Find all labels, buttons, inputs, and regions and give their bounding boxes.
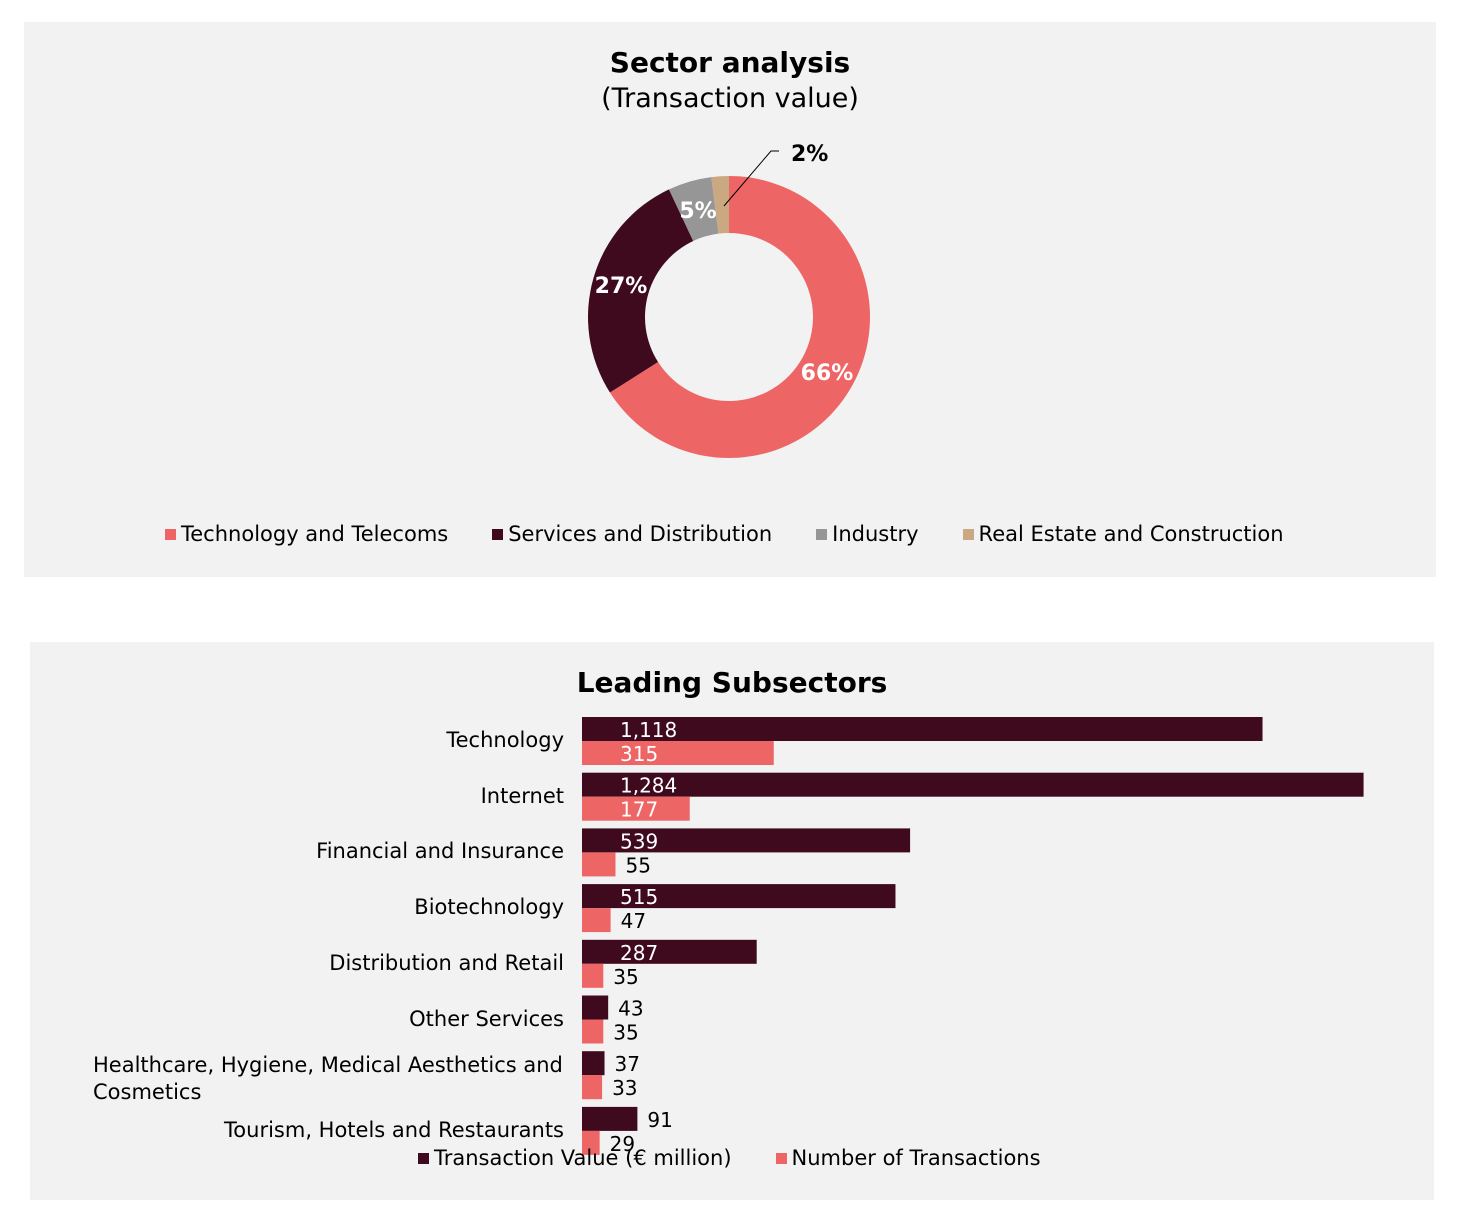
donut-leader-line (723, 150, 779, 207)
donut-slice-technology-and-telecoms (609, 176, 870, 459)
category-label-other-services: Other Services (409, 1006, 564, 1031)
bar-legend-item-transaction-value-million: Transaction Value (€ million) (418, 1146, 732, 1170)
donut-data-label-services-and-distribution: 27% (595, 274, 648, 299)
donut-slice-real-estate-and-construction (711, 176, 729, 234)
bar-transaction-value-biotechnology (582, 884, 896, 909)
category-labels: Technology Internet Financial and Insuranc… (30, 642, 564, 1162)
legend-swatch (418, 1152, 429, 1164)
data-label-transaction-value-technology: 1,118 (620, 718, 677, 742)
legend-label: Industry (832, 522, 919, 546)
category-label-healthcare-hygiene-medical-aesthetics-and-cosmetics: Healthcare, Hygiene, Medical Aesthetics … (93, 1053, 563, 1105)
bar-transaction-value-internet (582, 772, 1364, 797)
data-label-number-of-transactions-internet: 177 (620, 798, 658, 822)
category-label-internet: Internet (480, 783, 564, 808)
donut-legend: Technology and Telecoms Services and Dist… (165, 522, 1284, 546)
donut-legend-item-services-and-distribution: Services and Distribution (492, 522, 772, 546)
category-label-biotechnology: Biotechnology (414, 895, 564, 920)
data-label-number-of-transactions-financial-and-insurance: 55 (625, 853, 650, 877)
bar-legend-item-number-of-transactions: Number of Transactions (775, 1146, 1041, 1170)
data-label-transaction-value-biotechnology: 515 (620, 885, 658, 909)
bar-chart: 1,1183151,284177539555154728735433537339… (582, 717, 1364, 1156)
legend-swatch (775, 1152, 787, 1164)
bar-transaction-value-tourism-hotels-and-restaurants (582, 1106, 638, 1131)
donut-chart: 66% 27% 5% 2% (588, 142, 870, 459)
donut-legend-item-real-estate-and-construction: Real Estate and Construction (962, 522, 1284, 546)
data-label-number-of-transactions-biotechnology: 47 (621, 909, 646, 933)
category-label-tourism-hotels-and-restaurants: Tourism, Hotels and Restaurants (224, 1117, 564, 1142)
legend-label: Technology and Telecoms (181, 522, 449, 546)
data-label-transaction-value-financial-and-insurance: 539 (620, 829, 658, 853)
legend-swatch (492, 528, 504, 540)
data-label-number-of-transactions-tourism-hotels-and-restaurants: 29 (610, 1132, 635, 1156)
bar-chart-title: Leading Subsectors (576, 666, 888, 699)
donut-slice-services-and-distribution (588, 189, 694, 393)
donut-legend-item-technology-and-telecoms: Technology and Telecoms (165, 522, 448, 546)
bar-number-of-transactions-technology (582, 741, 774, 765)
bar-number-of-transactions-healthcare-hygiene-medical-aesthetics-and-cosmetics (582, 1075, 603, 1100)
donut-title: Sector analysis (609, 46, 851, 79)
data-label-transaction-value-internet: 1,284 (620, 774, 677, 798)
bar-number-of-transactions-distribution-and-retail (582, 963, 604, 988)
bar-transaction-value-financial-and-insurance (582, 828, 911, 853)
data-label-transaction-value-healthcare-hygiene-medical-aesthetics-and-cosmetics: 37 (615, 1052, 640, 1076)
data-label-transaction-value-tourism-hotels-and-restaurants: 91 (647, 1108, 672, 1132)
sector-analysis-panel: Sector analysis (Transaction value) 66% 2… (24, 22, 1436, 577)
bar-legend: Transaction Value (€ million) Number of T… (418, 1146, 1041, 1170)
category-label-distribution-and-retail: Distribution and Retail (329, 950, 564, 975)
bar-transaction-value-other-services (582, 995, 609, 1020)
legend-label: Real Estate and Construction (978, 522, 1284, 546)
donut-data-label-technology-and-telecoms: 66% (801, 361, 854, 386)
bar-number-of-transactions-financial-and-insurance (582, 852, 616, 877)
category-label-financial-and-insurance: Financial and Insurance (316, 839, 564, 864)
bar-transaction-value-technology (582, 717, 1263, 741)
legend-swatch (962, 528, 974, 540)
data-label-transaction-value-other-services: 43 (618, 997, 643, 1021)
legend-swatch (816, 528, 828, 540)
data-label-number-of-transactions-technology: 315 (620, 742, 658, 766)
bar-transaction-value-distribution-and-retail (582, 939, 757, 964)
legend-label: Transaction Value (€ million) (434, 1146, 732, 1170)
donut-subtitle: (Transaction value) (601, 83, 859, 114)
category-label-technology: Technology (446, 728, 564, 752)
bar-number-of-transactions-tourism-hotels-and-restaurants (582, 1130, 600, 1155)
bar-number-of-transactions-biotechnology (582, 908, 611, 933)
bar-number-of-transactions-other-services (582, 1019, 604, 1044)
legend-swatch (165, 528, 176, 540)
data-label-number-of-transactions-other-services: 35 (613, 1021, 638, 1045)
donut-legend-item-industry: Industry (816, 522, 919, 546)
bar-number-of-transactions-internet (582, 796, 690, 821)
data-label-number-of-transactions-healthcare-hygiene-medical-aesthetics-and-cosmetics: 33 (612, 1076, 637, 1100)
legend-label: Services and Distribution (508, 522, 773, 546)
donut-data-label-industry: 5% (679, 199, 716, 224)
bar-transaction-value-healthcare-hygiene-medical-aesthetics-and-cosmetics (582, 1051, 605, 1076)
legend-label: Number of Transactions (791, 1146, 1041, 1170)
data-label-transaction-value-distribution-and-retail: 287 (620, 941, 658, 965)
data-label-number-of-transactions-distribution-and-retail: 35 (613, 965, 638, 989)
donut-data-label-real-estate-and-construction: 2% (791, 142, 828, 167)
leading-subsectors-panel: Leading Subsectors Technology Internet Fin… (30, 642, 1434, 1200)
donut-slice-industry (668, 177, 719, 241)
